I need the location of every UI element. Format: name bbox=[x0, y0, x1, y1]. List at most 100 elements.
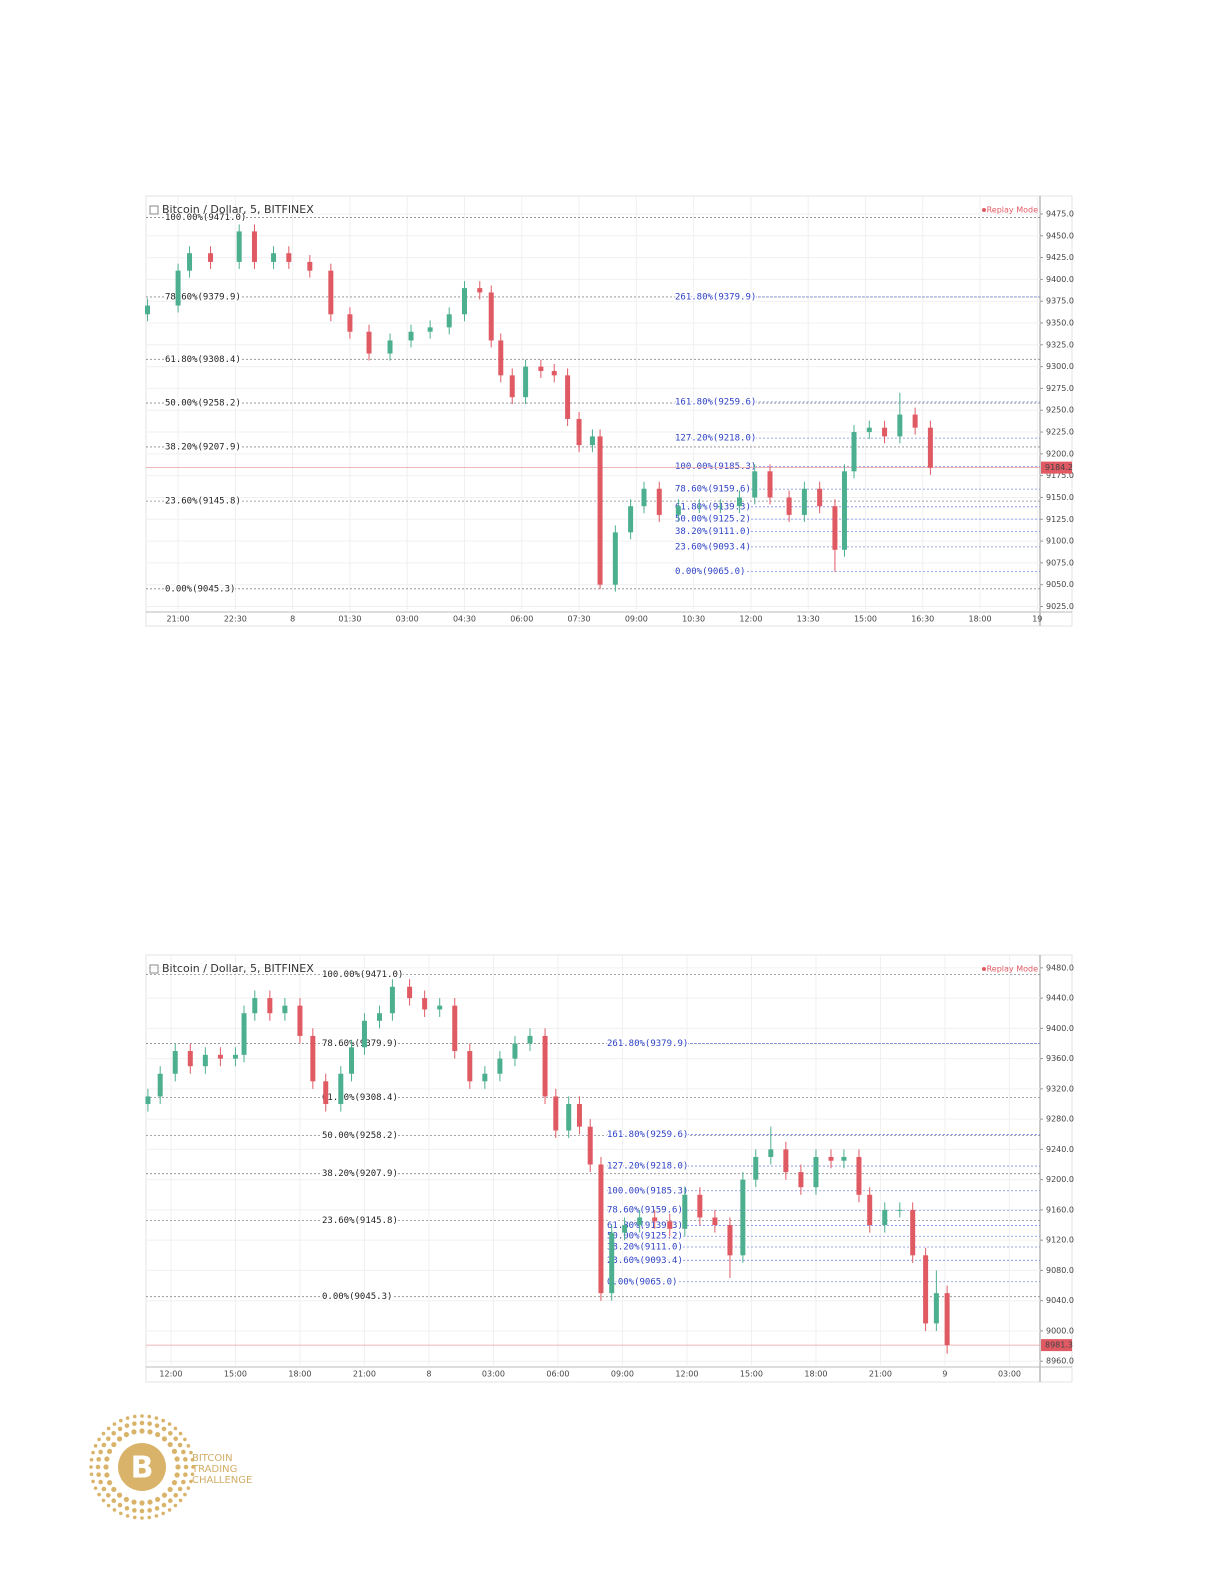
y-tick-label: 9050.0 bbox=[1046, 580, 1074, 589]
y-tick-label: 9175.0 bbox=[1046, 471, 1074, 480]
y-tick-label: 9425.0 bbox=[1046, 253, 1074, 262]
logo-dot bbox=[119, 1418, 123, 1423]
logo-dot bbox=[124, 1506, 130, 1511]
candle-body bbox=[328, 270, 334, 315]
fib-label: 23.60%(9145.8) bbox=[165, 497, 241, 507]
fib-label: 0.00%(9065.0) bbox=[607, 1277, 677, 1287]
logo-dot bbox=[186, 1444, 191, 1448]
candle-body bbox=[286, 253, 292, 262]
candle-body bbox=[637, 1217, 643, 1226]
y-tick-label: 9025.0 bbox=[1046, 602, 1074, 611]
logo-dot bbox=[132, 1421, 137, 1426]
logo-dot bbox=[174, 1472, 180, 1478]
logo-dot bbox=[97, 1492, 101, 1497]
logo-dot bbox=[97, 1437, 101, 1442]
logo-dot bbox=[183, 1492, 187, 1497]
candle-body bbox=[866, 427, 872, 433]
y-tick-label: 9000.0 bbox=[1046, 1326, 1074, 1335]
candle-body bbox=[798, 1172, 804, 1188]
logo-dot bbox=[154, 1423, 160, 1428]
x-tick-label: 12:00 bbox=[739, 615, 762, 624]
x-tick-label: 19 bbox=[1032, 615, 1042, 624]
logo-text: BITCOIN bbox=[192, 1453, 233, 1464]
fib-label: 50.00%(9125.2) bbox=[607, 1232, 683, 1242]
fib-label: 61.80%(9308.4) bbox=[165, 355, 241, 365]
logo-dot bbox=[161, 1492, 168, 1498]
y-tick-label: 9200.0 bbox=[1046, 449, 1074, 458]
logo-dot bbox=[112, 1422, 117, 1426]
y-tick-label: 9225.0 bbox=[1046, 428, 1074, 437]
logo-dot bbox=[131, 1499, 137, 1505]
candle-body bbox=[923, 1255, 929, 1324]
fib-label: 50.00%(9258.2) bbox=[322, 1131, 398, 1141]
x-tick-label: 16:30 bbox=[911, 615, 934, 624]
logo-dot bbox=[177, 1442, 183, 1448]
candle-body bbox=[523, 366, 529, 398]
logo-dot bbox=[155, 1496, 161, 1503]
logo-dot bbox=[161, 1426, 167, 1432]
y-tick-label: 9275.0 bbox=[1046, 384, 1074, 393]
chart-frame bbox=[145, 195, 1073, 627]
logo-dot bbox=[191, 1465, 195, 1469]
logo-dot bbox=[189, 1479, 193, 1484]
logo-dot bbox=[116, 1492, 123, 1498]
x-tick-label: 15:00 bbox=[740, 1370, 763, 1379]
candle-body bbox=[187, 253, 193, 271]
logo-dot bbox=[190, 1457, 195, 1462]
fib-label: 78.60%(9379.9) bbox=[322, 1039, 398, 1049]
last-price-label: 8981.3 bbox=[1045, 1341, 1073, 1350]
candle-body bbox=[882, 1209, 888, 1226]
logo-dot bbox=[161, 1436, 168, 1442]
logo-dot bbox=[139, 1500, 145, 1506]
logo-dot bbox=[132, 1515, 137, 1520]
candle-body bbox=[347, 314, 353, 332]
logo-dot bbox=[111, 1430, 117, 1436]
fib-label: 23.60%(9093.4) bbox=[607, 1256, 683, 1266]
logo-dot bbox=[105, 1492, 111, 1498]
candle-body bbox=[897, 414, 903, 437]
candle-body bbox=[251, 231, 257, 262]
candle-body bbox=[282, 1005, 288, 1014]
chart-title: Bitcoin / Dollar, 5, BITFINEX bbox=[162, 203, 314, 216]
fib-label: 61.80%(9139.3) bbox=[675, 502, 751, 512]
candle-body bbox=[407, 986, 413, 999]
fib-label: 38.20%(9207.9) bbox=[165, 442, 241, 452]
candle-body bbox=[542, 1035, 548, 1097]
candle-body bbox=[628, 506, 634, 533]
candle-body bbox=[768, 1149, 774, 1157]
fib-label: 78.60%(9159.6) bbox=[607, 1206, 683, 1216]
x-tick-label: 04:30 bbox=[453, 615, 476, 624]
logo: B BITCOIN TRADING CHALLENGE bbox=[89, 1414, 252, 1520]
logo-dot bbox=[183, 1437, 187, 1442]
candle-body bbox=[587, 1126, 593, 1165]
chart: 8960.0 9000.0 9040.0 9080.0 9120.0 9160.0 9200… bbox=[145, 954, 1074, 1383]
x-tick-label: 8 bbox=[426, 1370, 431, 1379]
y-tick-label: 9200.0 bbox=[1046, 1175, 1074, 1184]
x-tick-label: 07:30 bbox=[568, 615, 591, 624]
fib-label: 261.80%(9379.9) bbox=[675, 292, 756, 302]
candle-body bbox=[175, 270, 181, 306]
fib-label: 161.80%(9259.6) bbox=[675, 397, 756, 407]
candle-body bbox=[461, 288, 467, 315]
candle-body bbox=[841, 471, 847, 550]
fib-label: 127.20%(9218.0) bbox=[607, 1162, 688, 1172]
fib-label: 100.00%(9471.0) bbox=[322, 970, 403, 980]
candle-body bbox=[740, 1179, 746, 1256]
logo-dot bbox=[161, 1502, 167, 1508]
logo-dot bbox=[98, 1449, 103, 1455]
symbol-icon bbox=[149, 964, 159, 974]
candle-body bbox=[452, 1005, 458, 1052]
logo-dot bbox=[140, 1414, 144, 1418]
x-tick-label: 06:00 bbox=[546, 1370, 569, 1379]
y-tick-label: 9350.0 bbox=[1046, 319, 1074, 328]
candle-body bbox=[271, 253, 277, 262]
candle-body bbox=[656, 488, 662, 515]
candle-body bbox=[856, 1156, 862, 1195]
candle-body bbox=[813, 1156, 819, 1188]
candle-body bbox=[612, 532, 618, 585]
fib-label: 0.00%(9065.0) bbox=[675, 567, 745, 577]
x-tick-label: 9 bbox=[942, 1370, 947, 1379]
y-tick-label: 9080.0 bbox=[1046, 1266, 1074, 1275]
x-tick-label: 22:30 bbox=[224, 615, 247, 624]
candle-body bbox=[310, 1035, 316, 1082]
